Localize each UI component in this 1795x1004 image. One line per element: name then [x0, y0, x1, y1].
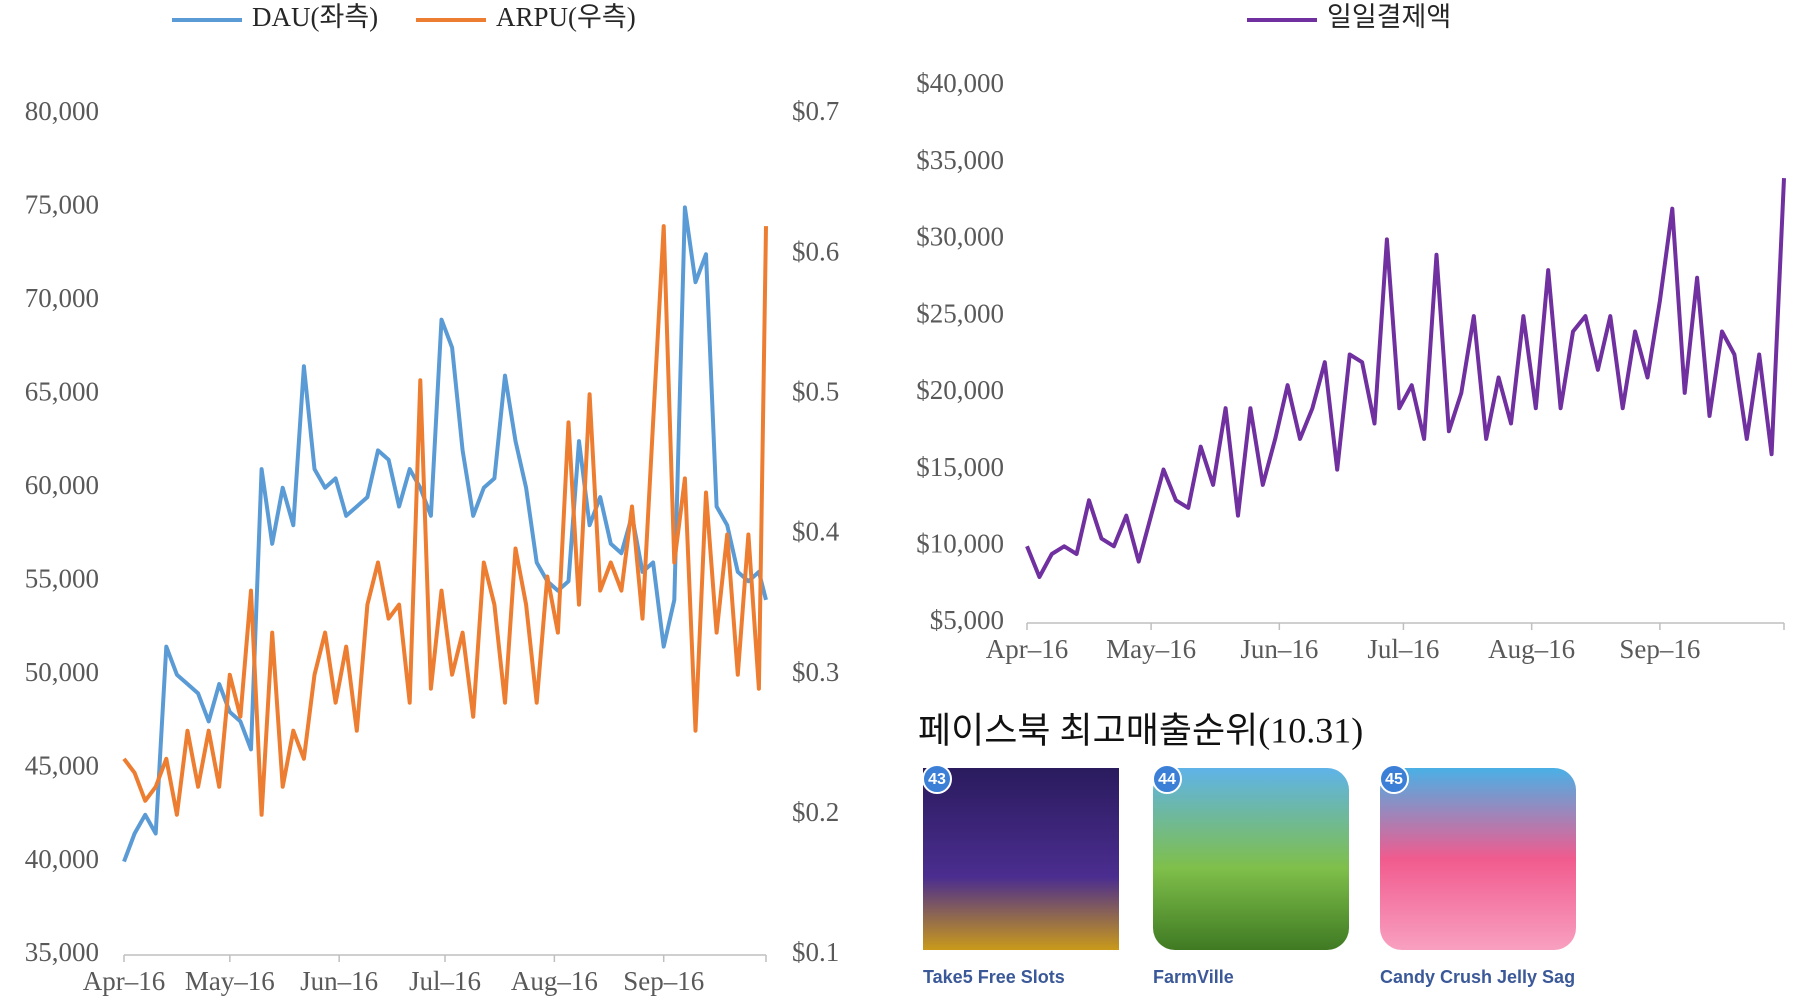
x-tick-label: Sep–16 [623, 966, 704, 996]
app-card[interactable]: 45 Candy Crush Jelly Sag [1380, 765, 1576, 987]
y2-tick-label: $0.6 [792, 236, 839, 266]
x-tick-label: May–16 [1106, 634, 1196, 664]
x-tick-label: Sep–16 [1619, 634, 1700, 664]
y-tick-label: $10,000 [916, 528, 1004, 558]
y-tick-label: 70,000 [25, 283, 99, 313]
y2-tick-label: $0.1 [792, 937, 839, 967]
x-tick-label: Apr–16 [83, 966, 166, 996]
legend-label: ARPU(우측) [496, 2, 636, 32]
y-tick-label: 75,000 [25, 190, 99, 220]
ranking-title: 페이스북 최고매출순위(10.31) [918, 710, 1363, 750]
page: 페이스북 최고매출순위(10.31) 35,000 40,000 45,000 50,… [0, 0, 1795, 999]
legend-label: 일일결제액 [1327, 2, 1451, 32]
y-tick-label: $35,000 [916, 145, 1004, 175]
y-tick-label: 45,000 [25, 750, 99, 780]
app-icon [1380, 768, 1576, 950]
y-tick-label: 80,000 [25, 96, 99, 126]
app-card[interactable]: 43 Take5 Free Slots [923, 765, 1119, 987]
y-tick-label: $20,000 [916, 375, 1004, 405]
app-name: FarmVille [1153, 967, 1234, 987]
app-card[interactable]: 44 FarmVille [1153, 765, 1349, 987]
legend-label: DAU(좌측) [252, 2, 378, 32]
y2-tick-label: $0.7 [792, 96, 839, 126]
x-tick-label: May–16 [185, 966, 275, 996]
y-tick-label: 50,000 [25, 657, 99, 687]
y-tick-label: $15,000 [916, 452, 1004, 482]
y-tick-label: $25,000 [916, 298, 1004, 328]
app-icon [1153, 768, 1349, 950]
x-tick-label: Apr–16 [986, 634, 1069, 664]
y2-tick-label: $0.2 [792, 797, 839, 827]
app-icon [923, 768, 1119, 950]
y-tick-label: 55,000 [25, 563, 99, 593]
y-tick-label: 40,000 [25, 844, 99, 874]
y-tick-label: $5,000 [930, 605, 1004, 635]
y2-tick-label: $0.3 [792, 657, 839, 687]
rank-number: 44 [1158, 771, 1176, 788]
rank-number: 45 [1385, 771, 1403, 788]
x-tick-label: Aug–16 [511, 966, 598, 996]
y-tick-label: 35,000 [25, 937, 99, 967]
data-line [124, 226, 766, 815]
rank-number: 43 [928, 771, 946, 788]
app-name: Candy Crush Jelly Sag [1380, 967, 1575, 987]
y-tick-label: 65,000 [25, 377, 99, 407]
y-tick-label: $30,000 [916, 222, 1004, 252]
x-tick-label: Jun–16 [300, 966, 378, 996]
app-name: Take5 Free Slots [923, 967, 1065, 987]
x-tick-label: Jul–16 [409, 966, 481, 996]
x-tick-label: Jun–16 [1240, 634, 1318, 664]
y2-tick-label: $0.4 [792, 517, 840, 547]
x-tick-label: Jul–16 [1367, 634, 1439, 664]
y-tick-label: 60,000 [25, 470, 99, 500]
y2-tick-label: $0.5 [792, 377, 839, 407]
y-tick-label: $40,000 [916, 68, 1004, 98]
x-tick-label: Aug–16 [1488, 634, 1575, 664]
data-line [1027, 178, 1784, 577]
